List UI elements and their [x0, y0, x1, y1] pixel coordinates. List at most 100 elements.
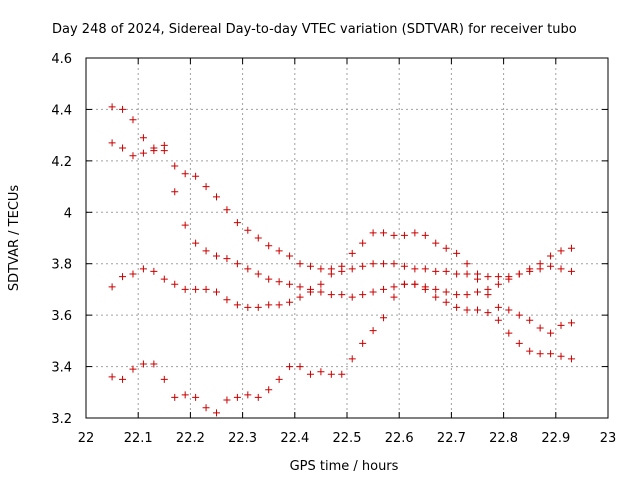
data-point [515, 311, 523, 319]
data-point [286, 252, 294, 260]
data-point [306, 370, 314, 378]
y-tick-label: 3.6 [51, 309, 72, 324]
data-point [348, 249, 356, 257]
data-point [557, 247, 565, 255]
data-point [432, 239, 440, 247]
data-point [265, 386, 273, 394]
data-point [359, 262, 367, 270]
y-tick-label: 3.8 [51, 258, 72, 273]
y-tick-label: 4.4 [51, 103, 72, 118]
x-tick-label: 22.1 [124, 431, 153, 446]
x-tick-label: 22.4 [280, 431, 309, 446]
data-point [390, 293, 398, 301]
data-point [244, 265, 252, 273]
data-points [108, 103, 575, 417]
data-point [390, 231, 398, 239]
data-point [275, 301, 283, 309]
y-axis-label: SDTVAR / TECUs [7, 185, 22, 292]
data-point [139, 265, 147, 273]
data-point [411, 280, 419, 288]
data-point [139, 149, 147, 157]
data-point [453, 303, 461, 311]
data-point [400, 231, 408, 239]
data-point [306, 288, 314, 296]
data-point [192, 172, 200, 180]
data-point [171, 393, 179, 401]
data-point [233, 219, 241, 227]
data-point [348, 355, 356, 363]
data-point [160, 141, 168, 149]
data-point [484, 309, 492, 317]
data-point [296, 363, 304, 371]
data-point [244, 226, 252, 234]
data-point [338, 262, 346, 270]
data-point [547, 262, 555, 270]
data-point [494, 280, 502, 288]
data-point [411, 265, 419, 273]
y-tick-label: 3.4 [51, 361, 72, 376]
series-track-d [108, 280, 575, 417]
y-tick-label: 4.2 [51, 155, 72, 170]
data-point [213, 409, 220, 417]
data-point [108, 373, 116, 381]
data-point [181, 221, 189, 229]
data-point [286, 363, 294, 371]
data-point [108, 139, 116, 147]
data-point [286, 298, 294, 306]
y-axis: 3.2 3.4 3.6 3.8 4 4.2 4.4 4.6 [51, 52, 608, 427]
data-point [536, 260, 544, 268]
data-point [338, 370, 346, 378]
data-point [463, 270, 471, 278]
data-point [547, 350, 555, 358]
data-point [108, 103, 116, 111]
data-point [421, 285, 429, 293]
data-point [223, 296, 231, 304]
data-point [380, 260, 388, 268]
data-point [275, 375, 283, 383]
data-point [369, 327, 377, 335]
data-point [119, 105, 127, 113]
data-point [369, 229, 377, 237]
data-point [265, 301, 273, 309]
series-track-a [108, 103, 575, 281]
data-point [327, 370, 335, 378]
data-point [515, 339, 523, 347]
y-tick-label: 3.2 [51, 412, 72, 427]
data-point [359, 339, 367, 347]
data-point [547, 252, 555, 260]
data-point [567, 319, 575, 327]
data-point [380, 285, 388, 293]
data-point [108, 283, 116, 291]
data-point [432, 293, 440, 301]
data-point [213, 288, 220, 296]
data-point [505, 275, 513, 283]
x-tick-label: 22 [78, 431, 95, 446]
data-point [296, 283, 304, 291]
data-point [494, 303, 502, 311]
data-point [474, 288, 481, 296]
data-point [192, 393, 200, 401]
data-point [442, 244, 450, 252]
data-point [526, 316, 534, 324]
data-point [484, 291, 492, 299]
data-point [129, 116, 137, 124]
data-point [202, 247, 210, 255]
data-point [192, 285, 200, 293]
data-point [557, 352, 565, 360]
data-point [223, 255, 231, 263]
data-point [275, 278, 283, 286]
data-point [119, 144, 127, 152]
data-point [171, 188, 179, 196]
data-point [150, 147, 158, 155]
data-point [369, 260, 377, 268]
y-tick-label: 4 [64, 206, 72, 221]
data-point [192, 239, 200, 247]
x-axis: 22 22.1 22.2 22.3 22.4 22.5 22.6 22.7 22.8 22.9 23 [78, 58, 617, 446]
x-tick-label: 22.3 [228, 431, 257, 446]
data-point [275, 247, 283, 255]
data-point [171, 280, 179, 288]
x-tick-label: 23 [600, 431, 617, 446]
data-point [119, 273, 127, 281]
data-point [254, 303, 262, 311]
